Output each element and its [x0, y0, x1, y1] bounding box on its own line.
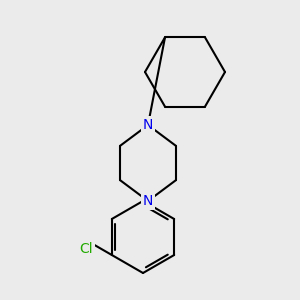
Text: N: N — [143, 118, 153, 132]
Text: Cl: Cl — [80, 242, 93, 256]
Text: N: N — [143, 194, 153, 208]
